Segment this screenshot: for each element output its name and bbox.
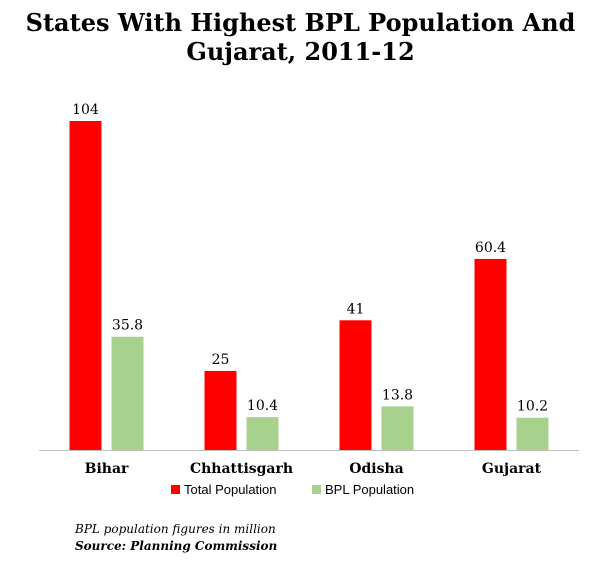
data-label-total-population-gujarat: 60.4 [475, 240, 506, 256]
bar-total-population-odisha [339, 320, 372, 450]
bar-bpl-population-gujarat [516, 417, 549, 450]
data-label-total-population-bihar: 104 [72, 102, 99, 118]
data-label-total-population-chhattisgarh: 25 [212, 352, 230, 368]
category-label-chhattisgarh: Chhattisgarh [190, 461, 293, 477]
bar-bpl-population-odisha [381, 406, 414, 450]
category-label-bihar: Bihar [85, 461, 129, 477]
data-label-bpl-population-odisha: 13.8 [382, 387, 413, 403]
bar-total-population-chhattisgarh [204, 370, 237, 450]
data-label-total-population-odisha: 41 [347, 301, 365, 317]
legend-swatch-total-population [171, 485, 180, 494]
data-label-bpl-population-bihar: 35.8 [112, 318, 143, 334]
legend-label-total-population: Total Population [184, 482, 277, 497]
category-label-gujarat: Gujarat [482, 461, 542, 477]
data-label-bpl-population-chhattisgarh: 10.4 [247, 398, 278, 414]
chart-title-line1: States With Highest BPL Population And [25, 8, 576, 37]
legend-label-bpl-population: BPL Population [325, 482, 414, 497]
source-note: Source: Planning Commission [75, 539, 278, 553]
bar-total-population-bihar [69, 121, 102, 450]
chart-title: States With Highest BPL Population And G… [0, 8, 601, 66]
bar-total-population-gujarat [474, 258, 507, 450]
legend-swatch-bpl-population [312, 485, 321, 494]
bar-bpl-population-chhattisgarh [246, 417, 279, 450]
bar-bpl-population-bihar [111, 336, 144, 450]
category-label-odisha: Odisha [349, 461, 403, 477]
data-label-bpl-population-gujarat: 10.2 [517, 399, 548, 415]
chart-title-line2: Gujarat, 2011-12 [186, 37, 415, 66]
units-note: BPL population figures in million [75, 522, 276, 536]
